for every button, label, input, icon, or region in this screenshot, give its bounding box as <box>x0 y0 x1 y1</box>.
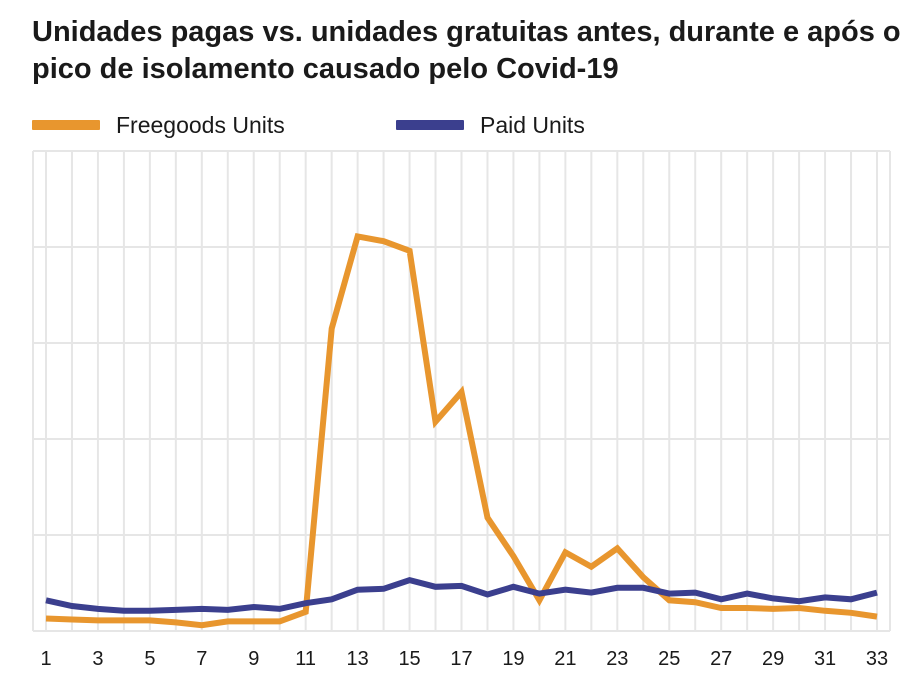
x-tick-label: 1 <box>40 648 51 670</box>
legend-label-freegoods: Freegoods Units <box>116 111 285 138</box>
x-tick-label: 3 <box>92 648 103 670</box>
series-line-freegoods <box>45 232 878 629</box>
x-tick-label: 21 <box>554 648 576 670</box>
x-tick-label: 33 <box>866 648 888 670</box>
x-tick-label: 11 <box>295 648 316 670</box>
legend-swatch-freegoods <box>32 120 100 130</box>
series-lines <box>45 232 878 629</box>
x-tick-label: 27 <box>710 648 732 670</box>
legend-item-freegoods: Freegoods Units <box>32 108 285 142</box>
x-tick-label: 31 <box>814 648 836 670</box>
legend-label-paid: Paid Units <box>480 111 585 138</box>
chart-title: Unidades pagas vs. unidades gratuitas an… <box>32 16 901 85</box>
x-tick-label: 29 <box>762 648 784 670</box>
x-tick-label: 5 <box>144 648 155 670</box>
legend-item-paid: Paid Units <box>396 108 585 142</box>
x-tick-label: 23 <box>606 648 628 670</box>
series-line-paid <box>45 576 878 614</box>
x-tick-labels: 1 3 5 7 9 11 13 15 17 19 21 23 25 27 29 31 33 <box>40 648 888 670</box>
x-tick-label: 7 <box>196 648 207 670</box>
x-tick-label: 17 <box>450 648 472 670</box>
x-tick-label: 13 <box>347 648 369 670</box>
x-tick-label: 19 <box>502 648 524 670</box>
x-tick-label: 9 <box>248 648 259 670</box>
x-tick-label: 25 <box>658 648 680 670</box>
x-tick-label: 15 <box>398 648 420 670</box>
legend: Freegoods Units Paid Units <box>32 108 892 142</box>
legend-swatch-paid <box>396 120 464 130</box>
grid <box>32 150 891 632</box>
